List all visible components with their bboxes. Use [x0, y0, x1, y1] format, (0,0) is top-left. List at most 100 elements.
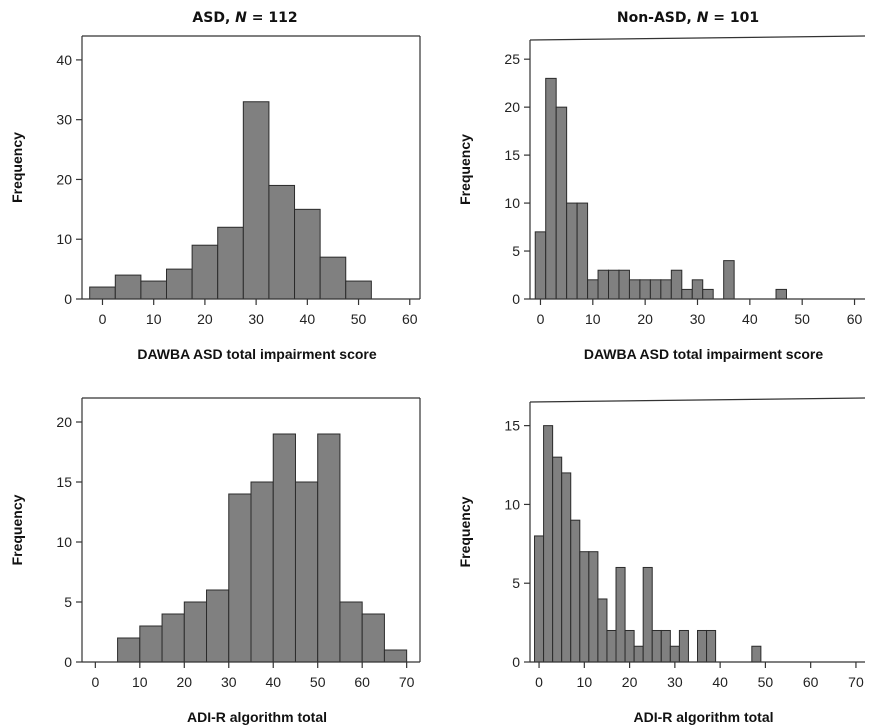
x-tick-label: 60 — [847, 311, 863, 327]
histogram-bar — [117, 637, 141, 663]
y-tick-label: 20 — [56, 414, 72, 430]
y-tick-label: 10 — [504, 496, 520, 512]
histogram-bar — [140, 280, 167, 300]
panel-nonasd-dawba: 0 5 10 15 20 25 0 10 20 30 40 50 60 DAWBA ASD total i… — [457, 35, 866, 362]
histogram-bar — [272, 433, 296, 663]
histogram-bar — [628, 279, 641, 300]
histogram-bar — [775, 288, 787, 300]
histogram-bar — [678, 629, 689, 663]
plot-frame-top — [529, 35, 866, 41]
histogram-bar — [242, 101, 270, 300]
histogram-bar — [670, 269, 683, 300]
x-axis-label: ADI-R algorithm total — [634, 709, 774, 725]
histogram-bar — [319, 256, 347, 300]
x-tick-label: 50 — [794, 311, 810, 327]
histogram-bar — [228, 493, 252, 663]
histogram-bar — [191, 244, 219, 300]
x-tick-label: 0 — [535, 674, 543, 690]
x-tick-label: 30 — [221, 674, 237, 690]
histogram-bar — [669, 645, 680, 663]
histogram-bar — [642, 566, 653, 663]
histogram-bar — [608, 269, 620, 300]
histogram-bar — [317, 433, 341, 663]
x-tick-label: 50 — [758, 674, 774, 690]
histogram-bar — [697, 629, 708, 663]
histogram-bar — [161, 613, 185, 663]
histogram-bar — [702, 288, 714, 300]
x-tick-label: 20 — [622, 674, 638, 690]
y-axis-label: Frequency — [457, 134, 473, 205]
x-tick-label: 60 — [354, 674, 370, 690]
panel-asd-adir: 0 5 10 15 20 0 10 20 30 40 50 60 70 ADI-R algorithm t… — [9, 397, 421, 725]
y-tick-label: 10 — [56, 231, 72, 247]
y-tick-label: 0 — [512, 291, 520, 307]
y-axis-label: Frequency — [457, 496, 473, 567]
histogram-bar — [691, 279, 704, 300]
histogram-bar — [681, 288, 693, 300]
x-tick-label: 10 — [585, 311, 601, 327]
x-tick-label: 20 — [197, 311, 213, 327]
x-tick-label: 0 — [91, 674, 99, 690]
histogram-bar — [588, 551, 599, 663]
y-axis-label: Frequency — [9, 132, 25, 203]
panel-asd-dawba: 0 10 20 30 40 0 10 20 30 40 50 60 DAWBA ASD total im… — [9, 35, 421, 362]
histogram-bar — [606, 629, 617, 663]
x-tick-label: 30 — [248, 311, 264, 327]
x-tick-label: 40 — [265, 674, 281, 690]
title-left: ASD, N = 112 — [192, 10, 297, 26]
histogram-bar — [250, 481, 274, 663]
histogram-bar — [618, 269, 630, 300]
histogram-bar — [751, 645, 762, 663]
x-axis-label: DAWBA ASD total impairment score — [137, 346, 377, 362]
x-tick-label: 40 — [712, 674, 728, 690]
x-tick-label: 10 — [577, 674, 593, 690]
histogram-bar — [566, 202, 578, 300]
y-tick-label: 10 — [504, 195, 520, 211]
histogram-bar — [597, 269, 610, 300]
x-tick-label: 50 — [310, 674, 326, 690]
histogram-bar — [706, 629, 717, 663]
histogram-bar — [555, 106, 568, 300]
y-tick-label: 0 — [512, 654, 520, 670]
y-tick-label: 5 — [512, 243, 520, 259]
x-tick-label: 0 — [99, 311, 107, 327]
x-tick-label: 20 — [637, 311, 653, 327]
histogram-bar — [639, 279, 651, 300]
histogram-bar — [587, 279, 599, 300]
histogram-bar — [633, 645, 644, 663]
x-tick-label: 70 — [848, 674, 864, 690]
x-tick-label: 70 — [399, 674, 415, 690]
x-tick-label: 60 — [803, 674, 819, 690]
x-axis-label: DAWBA ASD total impairment score — [584, 346, 824, 362]
y-tick-label: 20 — [504, 99, 520, 115]
y-tick-label: 25 — [504, 51, 520, 67]
x-tick-label: 50 — [351, 311, 367, 327]
x-axis-label: ADI-R algorithm total — [187, 709, 327, 725]
y-tick-label: 15 — [56, 474, 72, 490]
title-right: Non-ASD, N = 101 — [617, 10, 759, 26]
histogram-bar — [89, 286, 116, 300]
x-tick-label: 20 — [177, 674, 193, 690]
y-tick-label: 0 — [64, 654, 72, 670]
x-tick-label: 10 — [146, 311, 162, 327]
x-tick-label: 0 — [537, 311, 545, 327]
y-tick-label: 10 — [56, 534, 72, 550]
y-tick-label: 40 — [56, 52, 72, 68]
histogram-bar — [579, 551, 590, 663]
histogram-bar — [339, 601, 363, 663]
x-tick-label: 30 — [667, 674, 683, 690]
histogram-bar — [166, 268, 193, 300]
x-tick-label: 10 — [132, 674, 148, 690]
histogram-bar — [383, 649, 408, 663]
x-tick-label: 60 — [402, 311, 418, 327]
y-axis-label: Frequency — [9, 494, 25, 565]
y-tick-label: 15 — [504, 147, 520, 163]
histogram-bar — [206, 589, 230, 663]
histogram-bar — [294, 481, 319, 663]
y-tick-label: 15 — [504, 418, 520, 434]
panel-nonasd-adir: 0 5 10 15 0 10 20 30 40 50 60 70 ADI-R algorithm tot… — [457, 397, 866, 725]
histogram-bar — [139, 625, 163, 663]
histogram-bar — [552, 456, 563, 663]
histogram-bar — [534, 535, 545, 663]
